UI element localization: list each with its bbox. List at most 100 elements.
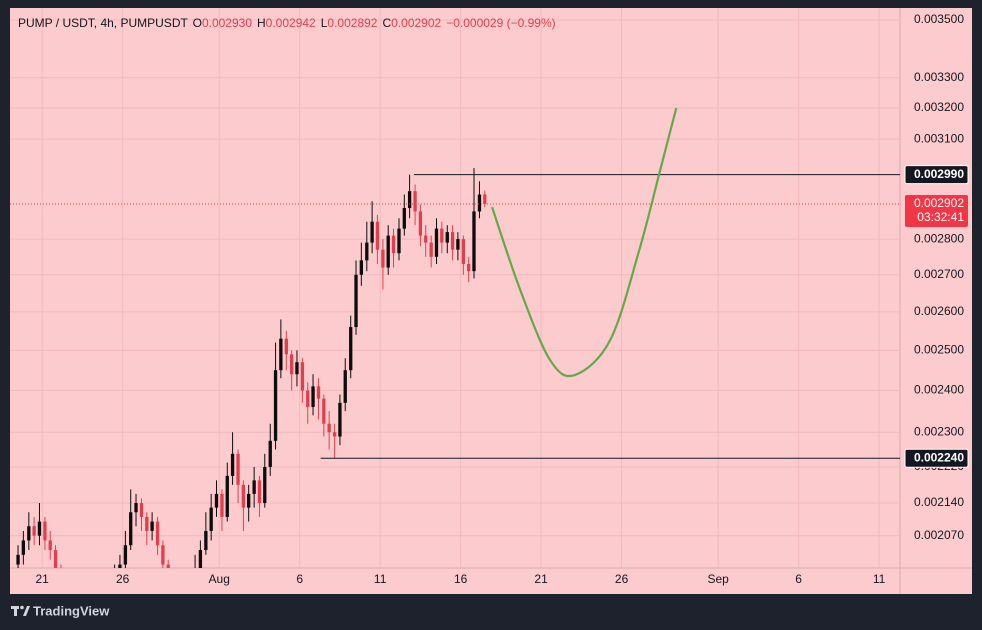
level-label: 0.002240 <box>914 450 964 464</box>
candle-body <box>21 540 26 555</box>
candle-body <box>236 453 240 485</box>
candle-body <box>145 516 149 531</box>
candle <box>257 475 262 517</box>
candle-body <box>354 274 358 328</box>
candle <box>37 503 42 546</box>
candle-body <box>241 484 246 508</box>
ohlc-key: O <box>193 16 202 30</box>
candle <box>247 484 251 522</box>
candle-body <box>332 432 337 437</box>
candle <box>322 394 326 437</box>
x-tick-label: 11 <box>374 572 387 586</box>
candle <box>332 423 337 459</box>
change: −0.000029 (−0.99%) <box>446 16 555 30</box>
candle <box>429 235 433 268</box>
candle-body <box>365 242 369 261</box>
candle-body <box>129 512 133 546</box>
y-tick-label: 0.003500 <box>914 12 964 26</box>
y-tick-label: 0.003200 <box>914 100 964 114</box>
candle <box>27 512 31 551</box>
x-tick-label: 21 <box>534 572 548 586</box>
chart-panel <box>10 8 972 594</box>
y-tick-label: 0.002140 <box>914 495 964 509</box>
candle-body <box>407 191 412 209</box>
candle-body <box>402 208 406 229</box>
candle <box>268 423 272 476</box>
candle <box>359 242 363 286</box>
candle-body <box>209 507 213 531</box>
candle <box>311 374 315 416</box>
x-tick-label: 6 <box>296 572 303 586</box>
x-tick-label: 21 <box>36 572 50 586</box>
candle <box>327 411 331 450</box>
candle-body <box>27 526 31 541</box>
candle <box>53 545 58 568</box>
candle <box>194 554 196 568</box>
candle <box>155 516 160 555</box>
x-tick-label: 11 <box>873 572 886 586</box>
tradingview-logo <box>11 605 30 616</box>
branding: TradingView <box>33 603 110 618</box>
last-price-box <box>905 194 968 227</box>
candle-body <box>123 545 128 565</box>
x-tick-label: 6 <box>795 572 802 586</box>
candle-body <box>359 260 363 275</box>
candle-body <box>322 398 326 424</box>
candle <box>375 214 380 264</box>
candle-body <box>284 338 288 355</box>
ohlc-value: 0.002902 <box>391 16 441 30</box>
level-label-box <box>904 448 969 468</box>
projection-curve <box>490 107 678 378</box>
candle-body <box>155 521 160 546</box>
candle-body <box>477 194 482 212</box>
candle-body <box>37 521 42 536</box>
candle <box>150 512 154 541</box>
candle <box>402 194 406 236</box>
candle-body <box>418 211 423 236</box>
candle <box>16 545 20 568</box>
candle-body <box>53 550 58 568</box>
candle-body <box>467 263 471 272</box>
candle <box>48 530 52 560</box>
candle <box>434 218 439 264</box>
plot-area <box>16 168 487 568</box>
candle-body <box>198 550 203 568</box>
candle <box>386 225 390 275</box>
candle-body <box>48 540 52 551</box>
ohlc-key: H <box>257 16 266 30</box>
candle-body <box>424 235 428 243</box>
candle <box>273 342 278 450</box>
candle <box>413 184 417 226</box>
ohlc-value: 0.002930 <box>202 16 252 30</box>
candle-body <box>204 530 208 551</box>
candle <box>220 489 224 531</box>
candle <box>381 239 385 290</box>
candle <box>424 225 428 257</box>
candle <box>472 168 476 279</box>
level-label-box <box>904 165 969 185</box>
candle <box>349 315 353 379</box>
candle-body <box>397 228 401 254</box>
candle <box>338 394 342 446</box>
x-tick-label: 26 <box>615 572 629 586</box>
candle-body <box>247 493 251 508</box>
candle-body <box>445 232 449 243</box>
candle <box>252 467 256 508</box>
candle-body <box>16 554 20 565</box>
candle-body <box>214 493 219 508</box>
candle <box>445 225 449 254</box>
candle-body <box>279 338 283 371</box>
candle-body <box>456 239 460 250</box>
candle-body <box>375 221 380 250</box>
y-tick-label: 0.002500 <box>914 343 964 357</box>
candle-body <box>252 480 256 494</box>
ohlc-value: 0.002942 <box>266 16 316 30</box>
candle <box>467 256 471 283</box>
candle-body <box>386 235 390 268</box>
candle-body <box>349 327 353 371</box>
grid: 0.003500 0.003300 0.003200 0.003100 0.002800… <box>10 8 964 586</box>
candle <box>440 221 444 254</box>
candle-body <box>311 386 315 407</box>
candle <box>279 319 283 379</box>
